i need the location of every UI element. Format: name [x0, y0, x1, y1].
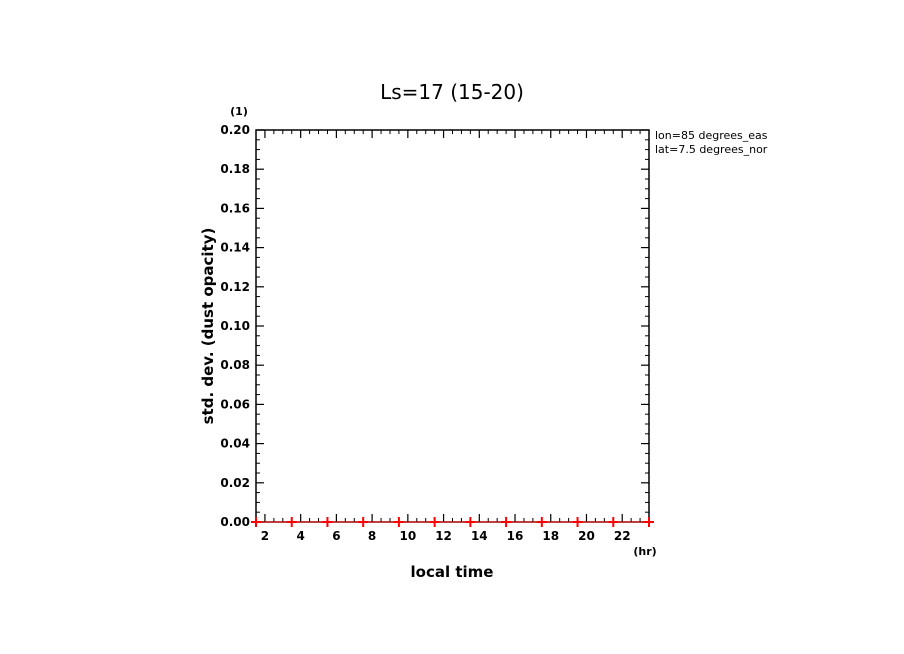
- y-tick-label: 0.06: [220, 397, 250, 411]
- y-tick-label: 0.08: [220, 358, 250, 372]
- y-tick-label: 0.12: [220, 280, 250, 294]
- data-point: [536, 517, 547, 527]
- x-tick-label: 20: [578, 529, 595, 543]
- annotation-lat: lat=7.5 degrees_nor: [655, 143, 768, 156]
- data-point: [501, 517, 512, 527]
- y-axis: 0.00 0.02 0.04 0.06 0.08 0.10 0.12 0.14 0.16 0.18…: [220, 123, 649, 529]
- data-point: [393, 517, 404, 527]
- plot-frame: [255, 129, 650, 523]
- data-point: [251, 517, 261, 527]
- y-unit-label: (1): [230, 105, 248, 118]
- y-axis-label: std. dev. (dust opacity): [199, 228, 217, 425]
- x-axis: 2 4 6 8 10 12 14 16 18 20 22: [255, 130, 650, 543]
- x-tick-label: 22: [614, 529, 631, 543]
- data-point: [608, 517, 619, 527]
- x-tick-label: 2: [261, 529, 269, 543]
- y-tick-label: 0.18: [220, 162, 250, 176]
- series-layer: [251, 517, 654, 527]
- chart-title: Ls=17 (15-20): [380, 80, 524, 104]
- data-point: [286, 517, 297, 527]
- x-tick-label: 6: [332, 529, 340, 543]
- x-tick-label: 16: [507, 529, 524, 543]
- x-tick-label: 10: [399, 529, 416, 543]
- y-tick-label: 0.00: [220, 515, 250, 529]
- x-tick-label: 8: [368, 529, 376, 543]
- data-point: [465, 517, 476, 527]
- data-point: [322, 517, 333, 527]
- x-unit-label: (hr): [633, 545, 656, 558]
- y-tick-label: 0.16: [220, 201, 250, 215]
- annotation-lon: lon=85 degrees_eas: [655, 129, 768, 142]
- data-point: [644, 517, 654, 527]
- x-axis-label: local time: [411, 563, 494, 581]
- y-tick-label: 0.02: [220, 476, 250, 490]
- x-tick-label: 14: [471, 529, 488, 543]
- y-tick-label: 0.20: [220, 123, 250, 137]
- data-point: [572, 517, 583, 527]
- x-tick-label: 12: [435, 529, 452, 543]
- y-tick-label: 0.04: [220, 437, 250, 451]
- y-tick-label: 0.14: [220, 241, 250, 255]
- data-point: [429, 517, 440, 527]
- y-tick-label: 0.10: [220, 319, 250, 333]
- data-point: [358, 517, 369, 527]
- x-tick-label: 4: [296, 529, 304, 543]
- x-tick-label: 18: [542, 529, 559, 543]
